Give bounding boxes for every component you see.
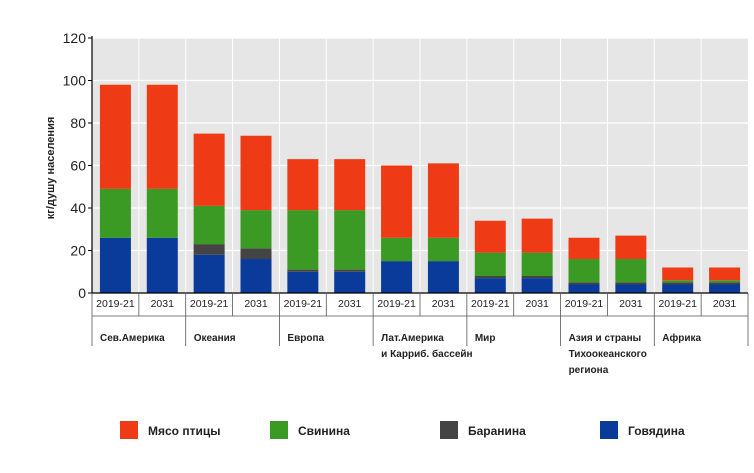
bar-segment [99,84,131,189]
bar-segment [240,248,272,259]
bar-segment [427,163,459,238]
bar-segment [709,282,741,285]
x-axis-labels: 2019-21 2031 Сев.Америка 2019-21 2031 Океания… [96,298,736,376]
region-label: Сев.Америка [100,333,165,344]
period-label: 2031 [619,298,643,310]
y-tick-label: 0 [78,285,86,301]
bar-segment [709,267,741,281]
period-label: 2031 [151,298,175,310]
bar-segment [193,205,225,245]
period-label: 2031 [713,298,737,310]
region-label: Африка [662,332,701,344]
period-label: 2031 [338,298,362,310]
bar-segment [615,259,647,283]
bar-segment [146,84,178,189]
legend-swatch [440,421,458,439]
bar-segment [662,280,694,283]
bar-segment [474,252,506,276]
bar-segment [193,254,225,293]
bar-segment [474,220,506,253]
bar-segment [287,159,319,211]
period-label: 2019-21 [658,298,697,310]
bar-segment [287,271,319,293]
period-label: 2031 [525,298,549,310]
bar-segment [287,269,319,272]
bar-segment [99,188,131,238]
bar-segment [474,276,506,279]
bar-segment [334,210,366,270]
bar-segment [521,278,553,293]
bar-segment [193,133,225,206]
bar-segment [427,237,459,262]
y-tick-labels: 0 20 40 60 80 100 120 [63,30,87,301]
region-label: Мир [475,333,496,344]
period-label: 2019-21 [565,298,604,310]
bar-segment [615,235,647,259]
region-label: Лат.Америка [381,333,444,344]
region-label: и Карриб. бассейн [381,348,472,360]
bar-segment [193,244,225,255]
bar-segment [146,237,178,293]
bar-segment [99,237,131,293]
legend-swatch [120,421,138,439]
bar-segment [568,282,600,285]
legend-label: Свинина [298,424,350,438]
y-tick-label: 40 [70,200,86,216]
bar-segment [709,280,741,283]
region-label: Азия и страны [569,333,642,344]
bar-segment [521,276,553,279]
bar-segment [287,210,319,270]
bar-segment [662,267,694,281]
bar-segment [568,284,600,293]
region-label: региона [569,365,609,376]
bar-segment [662,282,694,285]
period-label: 2019-21 [96,298,135,310]
period-label: 2019-21 [377,298,416,310]
period-label: 2019-21 [284,298,323,310]
region-label: Европа [287,333,324,344]
y-tick-label: 100 [63,73,87,89]
bar-segment [240,135,272,211]
period-label: 2019-21 [471,298,510,310]
bar-segment [381,165,413,238]
y-tick-label: 120 [63,30,87,46]
y-tick-label: 20 [70,243,86,259]
bar-segment [474,278,506,293]
bar-segment [381,261,413,293]
region-label: Океания [194,333,236,344]
axes [88,36,749,346]
y-tick-label: 80 [70,115,86,131]
bar-segment [334,269,366,272]
bar-segment [709,284,741,293]
bar-segment [615,284,647,293]
y-axis-label: кг/душу населения [45,117,57,220]
bar-segment [521,252,553,276]
bar-segment [381,237,413,262]
bars [99,84,741,293]
legend-label: Говядина [628,424,685,438]
bar-segment [334,159,366,211]
bar-segment [568,237,600,259]
bar-segment [521,218,553,253]
legend-swatch [270,421,288,439]
legend: Мясо птицы Свинина Баранина Говядина [120,421,685,439]
period-label: 2031 [244,298,268,310]
bar-segment [240,259,272,293]
bar-segment [662,284,694,293]
period-label: 2019-21 [190,298,229,310]
legend-label: Баранина [468,424,526,438]
bar-segment [568,259,600,283]
bar-segment [146,188,178,238]
legend-swatch [600,421,618,439]
legend-label: Мясо птицы [148,424,220,438]
bar-segment [615,282,647,285]
bar-segment [427,261,459,293]
region-label: Тихоокеанского [569,349,647,360]
period-label: 2031 [432,298,456,310]
bar-segment [334,271,366,293]
bar-segment [240,210,272,249]
y-tick-label: 60 [70,158,86,174]
